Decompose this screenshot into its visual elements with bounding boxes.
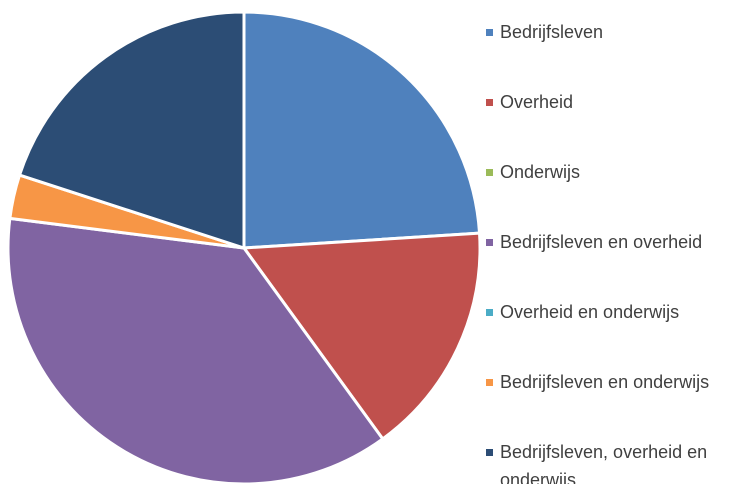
legend-swatch — [486, 309, 493, 316]
legend-item: Bedrijfsleven en onderwijs — [486, 368, 731, 396]
legend-label: Onderwijs — [500, 162, 581, 182]
legend-label: Bedrijfsleven — [500, 22, 604, 42]
legend-label: Bedrijfsleven en overheid — [500, 232, 703, 252]
slice — [242, 10, 480, 250]
legend-swatch — [486, 379, 493, 386]
legend-item: Bedrijfsleven — [486, 18, 731, 46]
legend-swatch — [486, 29, 493, 36]
legend-item: Overheid en onderwijs — [486, 298, 731, 326]
legend-item: Overheid — [486, 88, 731, 116]
slice — [18, 10, 246, 250]
pie — [6, 10, 480, 484]
legend-swatch — [486, 169, 493, 176]
legend-swatch — [486, 99, 493, 106]
legend-item: Bedrijfsleven, overheid en onderwijs — [486, 438, 731, 484]
legend-label: Overheid — [500, 92, 574, 112]
legend-label: Bedrijfsleven, overheid en onderwijs — [500, 442, 708, 484]
legend-item: Bedrijfsleven en overheid — [486, 228, 731, 256]
slice — [242, 231, 480, 441]
legend-label: Bedrijfsleven en onderwijs — [500, 372, 710, 392]
legend-swatch — [486, 239, 493, 246]
legend-label: Overheid en onderwijs — [500, 302, 680, 322]
slice — [6, 216, 385, 484]
legend-item: Onderwijs — [486, 158, 731, 186]
legend-swatch — [486, 449, 493, 456]
